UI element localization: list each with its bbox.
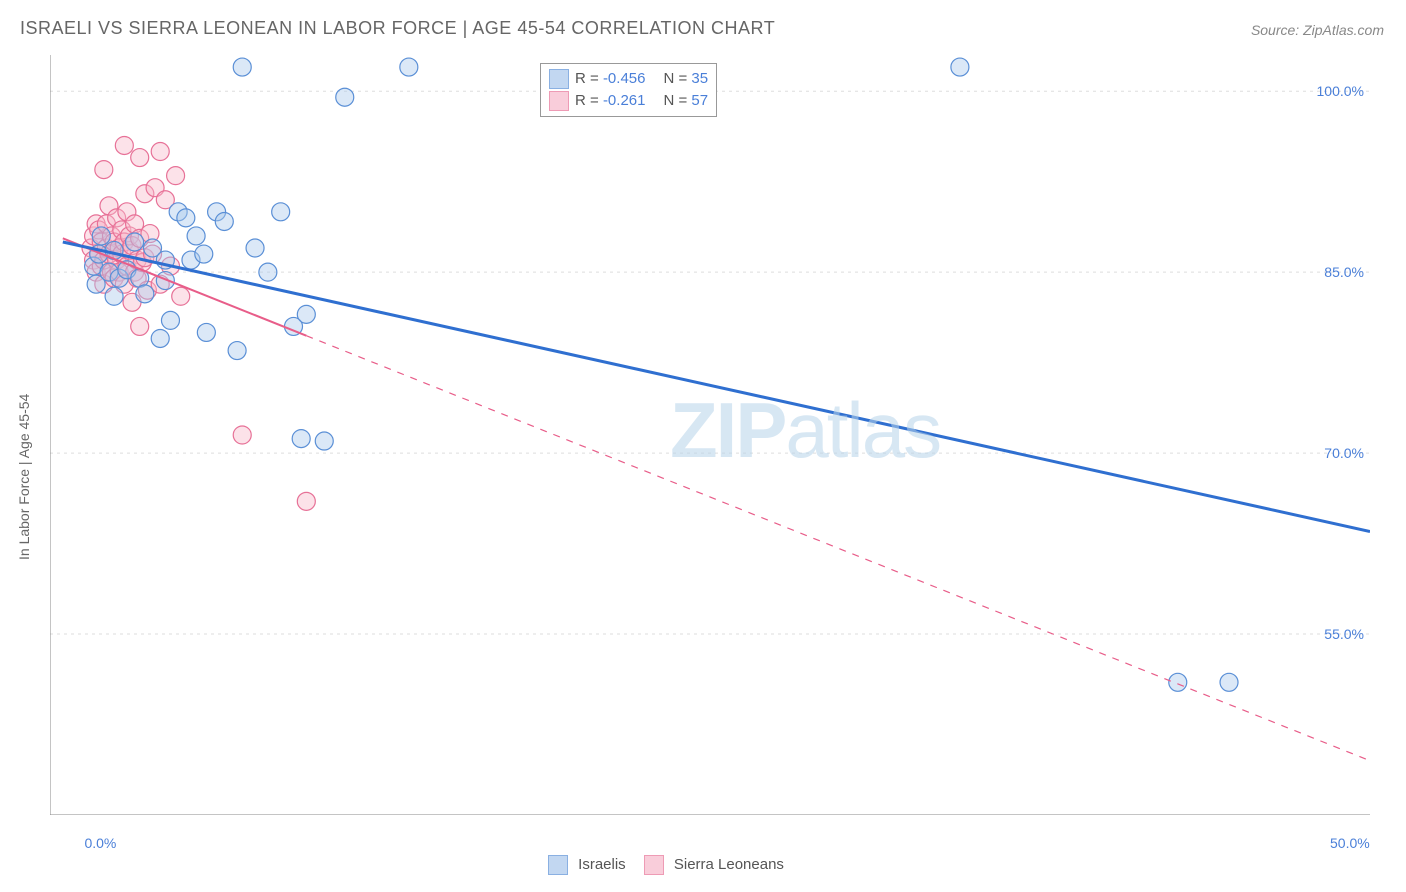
chart-title: ISRAELI VS SIERRA LEONEAN IN LABOR FORCE… [20, 18, 775, 39]
point-israeli [92, 227, 110, 245]
point-israeli [336, 88, 354, 106]
y-tick-label: 100.0% [1317, 83, 1364, 99]
point-israeli [951, 58, 969, 76]
stats-row: R = -0.261 N = 57 [549, 90, 708, 112]
trendline [63, 242, 1370, 532]
point-sierra-leonean [172, 287, 190, 305]
legend-swatch-icon [548, 855, 568, 875]
legend-swatch-icon [549, 69, 569, 89]
point-sierra-leonean [131, 149, 149, 167]
legend-swatch-icon [549, 91, 569, 111]
point-israeli [272, 203, 290, 221]
point-israeli [1169, 673, 1187, 691]
chart-svg [50, 55, 1370, 815]
point-israeli [161, 311, 179, 329]
legend-label: Sierra Leoneans [670, 856, 784, 873]
stats-n-value: 57 [691, 92, 708, 109]
point-israeli [187, 227, 205, 245]
x-tick-label: 50.0% [1330, 835, 1370, 851]
stats-n-label: N = [663, 92, 691, 109]
point-israeli [215, 212, 233, 230]
point-israeli [228, 342, 246, 360]
point-israeli [297, 305, 315, 323]
point-israeli [1220, 673, 1238, 691]
point-israeli [292, 430, 310, 448]
legend-swatch-icon [644, 855, 664, 875]
point-sierra-leonean [131, 317, 149, 335]
legend-label: Israelis [574, 856, 626, 873]
source-label: Source: ZipAtlas.com [1251, 22, 1384, 38]
point-sierra-leonean [95, 161, 113, 179]
plot-area: ZIPatlas R = -0.456N = 35R = -0.261N = 5… [50, 55, 1370, 815]
y-tick-label: 85.0% [1324, 264, 1364, 280]
point-sierra-leonean [233, 426, 251, 444]
point-israeli [259, 263, 277, 281]
point-israeli [197, 323, 215, 341]
series-legend: Israelis Sierra Leoneans [530, 855, 784, 875]
point-israeli [233, 58, 251, 76]
point-israeli [136, 285, 154, 303]
point-israeli [400, 58, 418, 76]
point-israeli [156, 272, 174, 290]
x-tick-label: 0.0% [84, 835, 116, 851]
point-israeli [126, 233, 144, 251]
stats-r-value: -0.261 [603, 92, 646, 109]
trendline-dashed [306, 336, 1370, 761]
point-sierra-leonean [167, 167, 185, 185]
stats-n-label: N = [663, 70, 691, 87]
point-israeli [151, 329, 169, 347]
stats-n-value: 35 [691, 70, 708, 87]
stats-r-label: R = [575, 70, 603, 87]
stats-legend: R = -0.456 N = 35 R = -0.261 N = 57 [540, 63, 717, 117]
point-israeli [177, 209, 195, 227]
point-israeli [105, 287, 123, 305]
point-sierra-leonean [151, 143, 169, 161]
stats-r-value: -0.456 [603, 70, 646, 87]
stats-row: R = -0.456 N = 35 [549, 68, 708, 90]
point-israeli [195, 245, 213, 263]
y-axis-label: In Labor Force | Age 45-54 [16, 394, 32, 560]
y-tick-label: 70.0% [1324, 445, 1364, 461]
point-israeli [246, 239, 264, 257]
point-sierra-leonean [297, 492, 315, 510]
y-tick-label: 55.0% [1324, 626, 1364, 642]
stats-r-label: R = [575, 92, 603, 109]
point-israeli [315, 432, 333, 450]
point-sierra-leonean [115, 136, 133, 154]
